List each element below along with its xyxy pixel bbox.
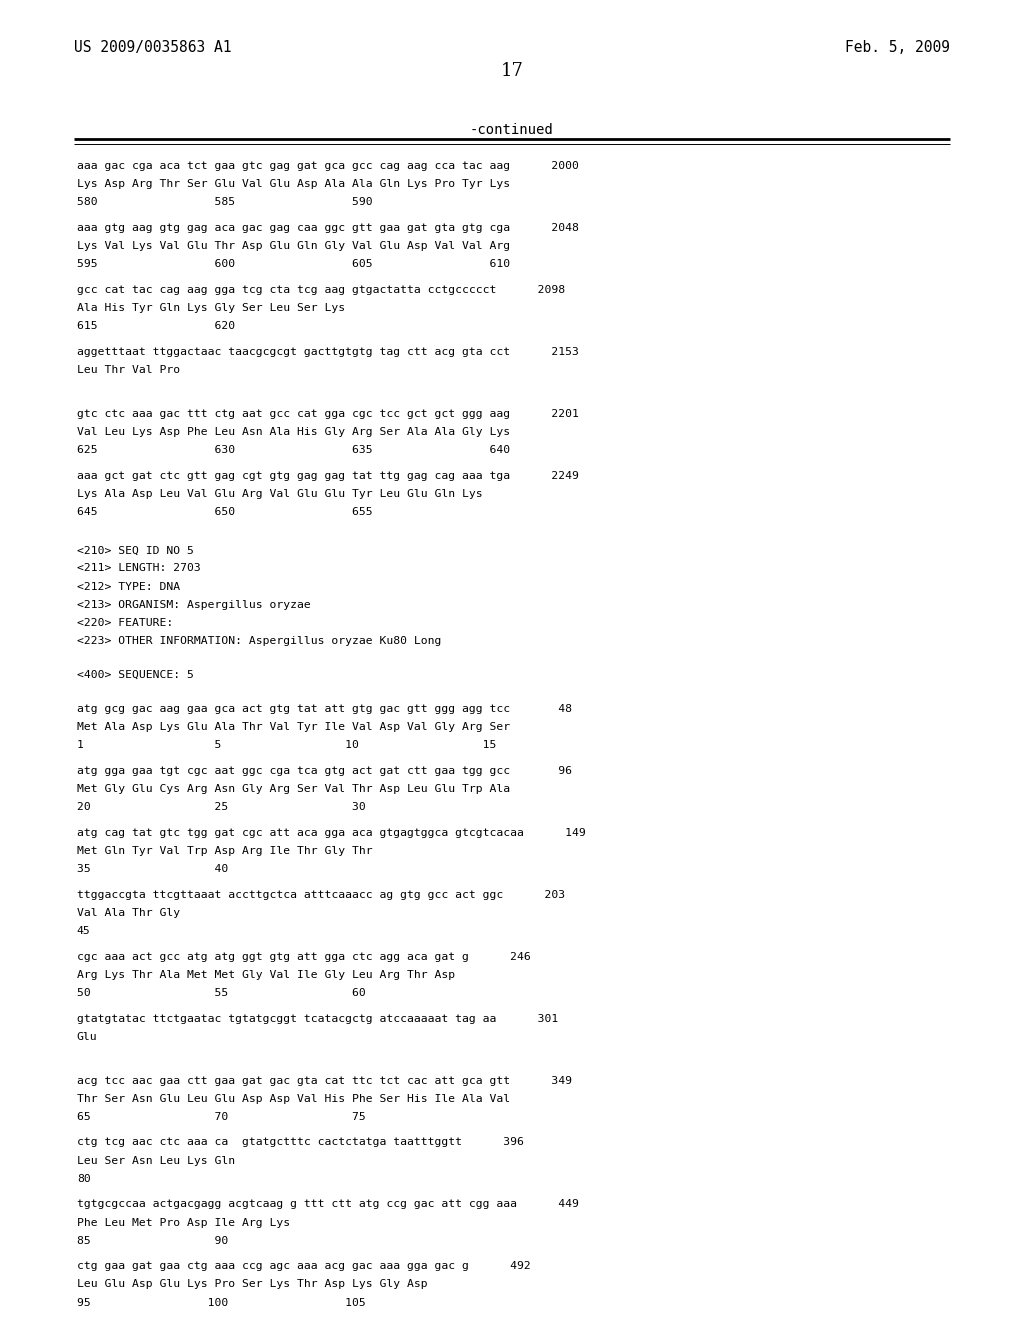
Text: 50                  55                  60: 50 55 60 — [77, 989, 366, 998]
Text: Arg Lys Thr Ala Met Met Gly Val Ile Gly Leu Arg Thr Asp: Arg Lys Thr Ala Met Met Gly Val Ile Gly … — [77, 970, 455, 979]
Text: Thr Ser Asn Glu Leu Glu Asp Asp Val His Phe Ser His Ile Ala Val: Thr Ser Asn Glu Leu Glu Asp Asp Val His … — [77, 1094, 510, 1104]
Text: Ala His Tyr Gln Lys Gly Ser Leu Ser Lys: Ala His Tyr Gln Lys Gly Ser Leu Ser Lys — [77, 304, 345, 313]
Text: 625                 630                 635                 640: 625 630 635 640 — [77, 445, 510, 455]
Text: Phe Leu Met Pro Asp Ile Arg Lys: Phe Leu Met Pro Asp Ile Arg Lys — [77, 1217, 290, 1228]
Text: tgtgcgccaa actgacgagg acgtcaag g ttt ctt atg ccg gac att cgg aaa      449: tgtgcgccaa actgacgagg acgtcaag g ttt ctt… — [77, 1200, 579, 1209]
Text: <213> ORGANISM: Aspergillus oryzae: <213> ORGANISM: Aspergillus oryzae — [77, 599, 310, 610]
Text: Val Leu Lys Asp Phe Leu Asn Ala His Gly Arg Ser Ala Ala Gly Lys: Val Leu Lys Asp Phe Leu Asn Ala His Gly … — [77, 426, 510, 437]
Text: aggetttaat ttggactaac taacgcgcgt gacttgtgtg tag ctt acg gta cct      2153: aggetttaat ttggactaac taacgcgcgt gacttgt… — [77, 347, 579, 356]
Text: 615                 620: 615 620 — [77, 321, 234, 331]
Text: gtatgtatac ttctgaatac tgtatgcggt tcatacgctg atccaaaaat tag aa      301: gtatgtatac ttctgaatac tgtatgcggt tcatacg… — [77, 1014, 558, 1023]
Text: 595                 600                 605                 610: 595 600 605 610 — [77, 260, 510, 269]
Text: 1                   5                  10                  15: 1 5 10 15 — [77, 741, 497, 751]
Text: aaa gac cga aca tct gaa gtc gag gat gca gcc cag aag cca tac aag      2000: aaa gac cga aca tct gaa gtc gag gat gca … — [77, 161, 579, 172]
Text: <220> FEATURE:: <220> FEATURE: — [77, 618, 173, 628]
Text: Leu Glu Asp Glu Lys Pro Ser Lys Thr Asp Lys Gly Asp: Leu Glu Asp Glu Lys Pro Ser Lys Thr Asp … — [77, 1279, 427, 1290]
Text: Met Gln Tyr Val Trp Asp Arg Ile Thr Gly Thr: Met Gln Tyr Val Trp Asp Arg Ile Thr Gly … — [77, 846, 373, 857]
Text: atg gcg gac aag gaa gca act gtg tat att gtg gac gtt ggg agg tcc       48: atg gcg gac aag gaa gca act gtg tat att … — [77, 704, 571, 714]
Text: ctg gaa gat gaa ctg aaa ccg agc aaa acg gac aaa gga gac g      492: ctg gaa gat gaa ctg aaa ccg agc aaa acg … — [77, 1261, 530, 1271]
Text: 95                 100                 105: 95 100 105 — [77, 1298, 366, 1308]
Text: ctg tcg aac ctc aaa ca  gtatgctttc cactctatga taatttggtt      396: ctg tcg aac ctc aaa ca gtatgctttc cactct… — [77, 1138, 523, 1147]
Text: cgc aaa act gcc atg atg ggt gtg att gga ctc agg aca gat g      246: cgc aaa act gcc atg atg ggt gtg att gga … — [77, 952, 530, 962]
Text: Lys Val Lys Val Glu Thr Asp Glu Gln Gly Val Glu Asp Val Val Arg: Lys Val Lys Val Glu Thr Asp Glu Gln Gly … — [77, 242, 510, 251]
Text: 645                 650                 655: 645 650 655 — [77, 507, 373, 517]
Text: Met Ala Asp Lys Glu Ala Thr Val Tyr Ile Val Asp Val Gly Arg Ser: Met Ala Asp Lys Glu Ala Thr Val Tyr Ile … — [77, 722, 510, 733]
Text: Leu Ser Asn Leu Lys Gln: Leu Ser Asn Leu Lys Gln — [77, 1155, 234, 1166]
Text: 20                  25                  30: 20 25 30 — [77, 803, 366, 812]
Text: atg gga gaa tgt cgc aat ggc cga tca gtg act gat ctt gaa tgg gcc       96: atg gga gaa tgt cgc aat ggc cga tca gtg … — [77, 766, 571, 776]
Text: atg cag tat gtc tgg gat cgc att aca gga aca gtgagtggca gtcgtcacaa      149: atg cag tat gtc tgg gat cgc att aca gga … — [77, 828, 586, 838]
Text: -continued: -continued — [470, 123, 554, 137]
Text: <400> SEQUENCE: 5: <400> SEQUENCE: 5 — [77, 671, 194, 680]
Text: <211> LENGTH: 2703: <211> LENGTH: 2703 — [77, 564, 201, 573]
Text: aaa gct gat ctc gtt gag cgt gtg gag gag tat ttg gag cag aaa tga      2249: aaa gct gat ctc gtt gag cgt gtg gag gag … — [77, 471, 579, 480]
Text: <212> TYPE: DNA: <212> TYPE: DNA — [77, 582, 180, 591]
Text: 17: 17 — [501, 62, 523, 81]
Text: 580                 585                 590: 580 585 590 — [77, 198, 373, 207]
Text: Leu Thr Val Pro: Leu Thr Val Pro — [77, 366, 180, 375]
Text: 80: 80 — [77, 1173, 90, 1184]
Text: acg tcc aac gaa ctt gaa gat gac gta cat ttc tct cac att gca gtt      349: acg tcc aac gaa ctt gaa gat gac gta cat … — [77, 1076, 571, 1085]
Text: 45: 45 — [77, 927, 90, 936]
Text: aaa gtg aag gtg gag aca gac gag caa ggc gtt gaa gat gta gtg cga      2048: aaa gtg aag gtg gag aca gac gag caa ggc … — [77, 223, 579, 232]
Text: US 2009/0035863 A1: US 2009/0035863 A1 — [74, 40, 231, 54]
Text: Lys Ala Asp Leu Val Glu Arg Val Glu Glu Tyr Leu Glu Gln Lys: Lys Ala Asp Leu Val Glu Arg Val Glu Glu … — [77, 488, 482, 499]
Text: ttggaccgta ttcgttaaat accttgctca atttcaaacc ag gtg gcc act ggc      203: ttggaccgta ttcgttaaat accttgctca atttcaa… — [77, 890, 565, 900]
Text: <223> OTHER INFORMATION: Aspergillus oryzae Ku80 Long: <223> OTHER INFORMATION: Aspergillus ory… — [77, 636, 441, 647]
Text: gcc cat tac cag aag gga tcg cta tcg aag gtgactatta cctgccccct      2098: gcc cat tac cag aag gga tcg cta tcg aag … — [77, 285, 565, 294]
Text: Met Gly Glu Cys Arg Asn Gly Arg Ser Val Thr Asp Leu Glu Trp Ala: Met Gly Glu Cys Arg Asn Gly Arg Ser Val … — [77, 784, 510, 795]
Text: 85                  90: 85 90 — [77, 1236, 228, 1246]
Text: gtc ctc aaa gac ttt ctg aat gcc cat gga cgc tcc gct gct ggg aag      2201: gtc ctc aaa gac ttt ctg aat gcc cat gga … — [77, 409, 579, 418]
Text: <210> SEQ ID NO 5: <210> SEQ ID NO 5 — [77, 545, 194, 556]
Text: Glu: Glu — [77, 1032, 97, 1041]
Text: Feb. 5, 2009: Feb. 5, 2009 — [845, 40, 950, 54]
Text: Val Ala Thr Gly: Val Ala Thr Gly — [77, 908, 180, 917]
Text: 65                  70                  75: 65 70 75 — [77, 1111, 366, 1122]
Text: Lys Asp Arg Thr Ser Glu Val Glu Asp Ala Ala Gln Lys Pro Tyr Lys: Lys Asp Arg Thr Ser Glu Val Glu Asp Ala … — [77, 180, 510, 189]
Text: 35                  40: 35 40 — [77, 865, 228, 874]
